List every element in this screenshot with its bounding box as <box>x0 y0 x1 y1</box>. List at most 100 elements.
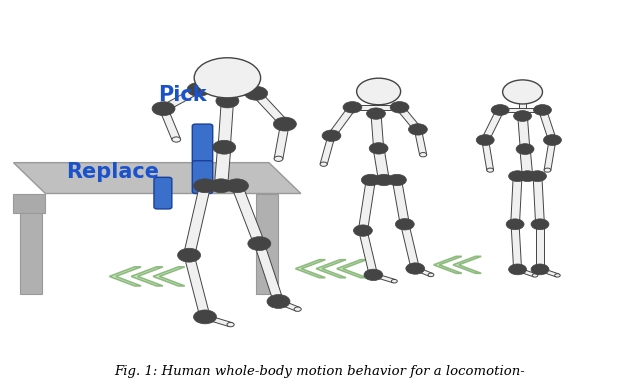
Circle shape <box>428 273 434 277</box>
Polygon shape <box>401 224 419 269</box>
Circle shape <box>200 314 210 320</box>
Polygon shape <box>511 176 522 224</box>
Polygon shape <box>520 149 532 176</box>
Circle shape <box>549 138 556 142</box>
Text: Fig. 1: Human whole-body motion behavior for a locomotion-: Fig. 1: Human whole-body motion behavior… <box>115 365 525 378</box>
Polygon shape <box>109 267 141 286</box>
Circle shape <box>520 146 530 152</box>
Polygon shape <box>320 135 335 164</box>
Polygon shape <box>256 194 278 294</box>
Circle shape <box>349 105 356 110</box>
Circle shape <box>194 58 260 98</box>
Circle shape <box>193 310 216 324</box>
Circle shape <box>400 221 410 227</box>
Polygon shape <box>358 180 375 231</box>
Circle shape <box>294 307 301 312</box>
Circle shape <box>514 89 532 100</box>
Polygon shape <box>533 176 545 224</box>
Circle shape <box>393 178 401 183</box>
Polygon shape <box>518 174 538 178</box>
Polygon shape <box>159 108 180 140</box>
Polygon shape <box>414 129 427 155</box>
Circle shape <box>267 295 290 308</box>
Circle shape <box>200 183 210 189</box>
Polygon shape <box>516 268 536 277</box>
Circle shape <box>496 108 504 112</box>
Circle shape <box>280 121 290 127</box>
Circle shape <box>152 102 175 116</box>
Circle shape <box>481 138 489 142</box>
Circle shape <box>533 173 542 179</box>
Circle shape <box>375 86 382 91</box>
Circle shape <box>369 272 378 277</box>
Polygon shape <box>337 260 367 278</box>
Circle shape <box>251 90 261 96</box>
Polygon shape <box>254 243 284 302</box>
Polygon shape <box>481 109 504 141</box>
Circle shape <box>514 111 532 122</box>
Circle shape <box>371 273 376 277</box>
Polygon shape <box>518 116 530 149</box>
Circle shape <box>538 108 547 112</box>
Circle shape <box>518 171 536 182</box>
Circle shape <box>497 108 504 112</box>
Circle shape <box>532 274 538 277</box>
Circle shape <box>372 111 380 116</box>
Circle shape <box>216 94 239 108</box>
Circle shape <box>194 87 204 92</box>
Text: Replace: Replace <box>66 162 159 182</box>
Polygon shape <box>274 124 289 159</box>
Polygon shape <box>218 101 234 147</box>
Circle shape <box>224 68 231 72</box>
Polygon shape <box>224 70 231 78</box>
FancyBboxPatch shape <box>192 124 212 163</box>
Circle shape <box>520 146 530 152</box>
Circle shape <box>502 80 543 104</box>
Circle shape <box>539 108 546 112</box>
Circle shape <box>378 177 389 183</box>
Polygon shape <box>434 256 462 273</box>
Circle shape <box>509 171 527 182</box>
Circle shape <box>223 67 232 73</box>
Circle shape <box>224 75 231 80</box>
Circle shape <box>367 108 385 119</box>
Polygon shape <box>376 88 381 91</box>
Polygon shape <box>153 267 185 286</box>
Circle shape <box>536 267 544 272</box>
Circle shape <box>511 222 520 227</box>
Circle shape <box>555 274 560 277</box>
Circle shape <box>232 183 242 189</box>
Polygon shape <box>184 185 211 256</box>
Polygon shape <box>392 180 410 224</box>
Circle shape <box>193 86 204 92</box>
Circle shape <box>254 241 264 247</box>
Circle shape <box>253 240 265 247</box>
Circle shape <box>544 168 551 172</box>
Circle shape <box>476 135 494 146</box>
Circle shape <box>202 315 209 319</box>
Circle shape <box>348 105 356 110</box>
Circle shape <box>200 182 211 189</box>
Polygon shape <box>372 273 396 283</box>
Circle shape <box>214 182 228 190</box>
Circle shape <box>275 299 282 304</box>
Circle shape <box>487 168 493 172</box>
Circle shape <box>358 228 367 233</box>
Circle shape <box>373 145 384 152</box>
Polygon shape <box>160 87 202 111</box>
Circle shape <box>369 143 388 154</box>
Circle shape <box>320 162 327 166</box>
Circle shape <box>212 140 236 154</box>
Polygon shape <box>223 70 232 101</box>
Circle shape <box>396 105 403 110</box>
Circle shape <box>396 219 414 230</box>
Polygon shape <box>204 315 232 327</box>
Circle shape <box>280 122 289 127</box>
Circle shape <box>518 113 527 119</box>
Circle shape <box>216 63 239 77</box>
Circle shape <box>209 179 232 193</box>
Polygon shape <box>296 260 325 278</box>
Circle shape <box>371 111 381 116</box>
Circle shape <box>367 178 375 183</box>
Circle shape <box>221 97 234 104</box>
